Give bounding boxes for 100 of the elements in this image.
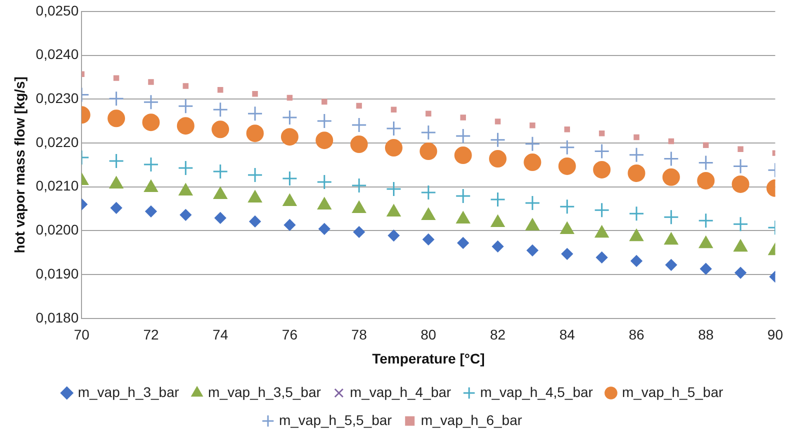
point	[282, 170, 298, 186]
point	[665, 259, 677, 271]
x-tick-label: 74	[212, 326, 228, 343]
point	[559, 198, 575, 214]
x-tick-label: 90	[767, 326, 784, 343]
point	[420, 142, 438, 160]
point	[593, 160, 611, 178]
point	[490, 192, 506, 208]
point	[559, 140, 575, 156]
point	[143, 156, 159, 172]
point	[214, 212, 226, 224]
point	[280, 128, 298, 146]
point	[386, 181, 402, 197]
x-tick-label: 72	[143, 326, 159, 343]
point	[247, 167, 263, 183]
point	[634, 134, 640, 140]
y-tick-label: 0,0190	[36, 265, 79, 282]
point	[668, 138, 674, 144]
x-tick-label: 84	[559, 326, 576, 343]
point	[318, 223, 330, 235]
point	[698, 154, 714, 170]
legend-label: m_vap_h_3_bar	[78, 384, 180, 400]
point	[284, 219, 296, 231]
point	[217, 87, 224, 93]
x-tick-label: 88	[698, 326, 714, 343]
point	[734, 267, 746, 279]
point	[322, 98, 328, 105]
point	[286, 94, 293, 101]
point	[700, 263, 712, 275]
x-axis-title: Temperature [°C]	[372, 350, 485, 366]
point	[526, 244, 538, 256]
point	[698, 212, 714, 228]
point	[249, 216, 261, 228]
point	[386, 120, 402, 136]
point	[386, 204, 401, 217]
point	[492, 240, 504, 252]
point	[108, 90, 124, 106]
point	[490, 132, 506, 148]
point	[353, 226, 365, 238]
point	[142, 114, 160, 132]
point	[630, 229, 644, 242]
point	[494, 118, 501, 124]
point	[702, 142, 709, 148]
point	[664, 232, 678, 245]
point	[628, 206, 644, 222]
point	[316, 174, 332, 190]
point	[526, 218, 540, 231]
point	[594, 202, 610, 218]
point	[598, 130, 605, 136]
y-tick-label: 0,0210	[36, 178, 79, 194]
point	[212, 164, 228, 180]
y-tick-label: 0,0180	[36, 309, 79, 326]
y-tick-label: 0,0220	[36, 134, 79, 150]
x-tick-label: 80	[420, 326, 436, 343]
point	[732, 158, 748, 174]
point	[318, 198, 332, 210]
point	[732, 175, 750, 193]
x-tick-label: 82	[490, 326, 506, 343]
point	[455, 128, 471, 144]
point	[212, 120, 230, 138]
point	[595, 226, 609, 238]
legend-label: m_vap_h_6_bar	[420, 412, 522, 428]
point	[596, 252, 608, 264]
legend-label: m_vap_h_4_bar	[350, 384, 452, 400]
point	[489, 150, 507, 168]
y-tick-label: 0,0240	[36, 46, 79, 62]
point	[697, 172, 715, 190]
point	[560, 222, 574, 234]
point	[180, 209, 192, 221]
point	[456, 212, 470, 224]
point	[699, 236, 713, 248]
legend-label: m_vap_h_5,5_bar	[278, 412, 392, 428]
point	[108, 110, 126, 128]
point	[352, 201, 366, 214]
x-tick-label: 70	[74, 326, 90, 343]
point	[350, 136, 368, 154]
point	[282, 110, 298, 126]
point	[454, 146, 472, 164]
legend-label: m_vap_h_3,5_bar	[208, 384, 322, 400]
x-tick-label: 78	[351, 326, 368, 343]
point	[422, 234, 434, 246]
point	[561, 248, 573, 260]
point	[182, 83, 189, 89]
point	[455, 188, 471, 204]
point	[176, 117, 194, 135]
point	[558, 157, 576, 175]
point	[594, 144, 610, 160]
point	[390, 106, 397, 113]
point	[110, 202, 122, 214]
point	[738, 146, 744, 152]
point	[734, 240, 748, 252]
point	[662, 168, 680, 186]
point	[356, 102, 362, 109]
point	[663, 209, 679, 225]
point	[420, 184, 436, 200]
legend-label: m_vap_h_4,5_bar	[480, 384, 594, 400]
point	[663, 151, 679, 167]
point	[316, 132, 334, 150]
point	[178, 160, 194, 176]
point	[351, 178, 367, 194]
